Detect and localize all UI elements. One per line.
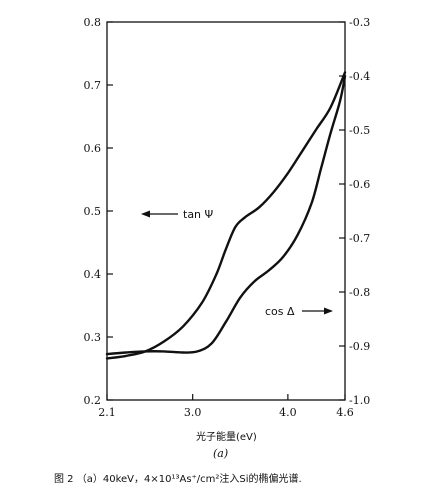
arrowhead-right-icon: [324, 307, 333, 315]
y-right-tick-label: -1.0: [349, 394, 370, 407]
x-axis-label: 光子能量(eV): [196, 430, 257, 443]
ellipsometry-chart: 0.8 0.7 0.6 0.5 0.4 0.3 0.2 -0.3 -0.4 -0.5 -0.6 -0.…: [84, 16, 371, 460]
y-right-tick-label: -0.4: [349, 70, 370, 83]
y-right-tick-label: -0.5: [349, 124, 370, 137]
annotation-cos-delta-label: cos Δ: [265, 305, 295, 318]
y-left-tick-label: 0.2: [84, 394, 102, 407]
panel-label: (a): [213, 447, 228, 460]
axis-ticks: 0.8 0.7 0.6 0.5 0.4 0.3 0.2 -0.3 -0.4 -0.5 -0.6 -0.…: [84, 16, 371, 419]
annotation-cos-delta: cos Δ: [265, 305, 333, 318]
series-cos-delta-line: [105, 74, 347, 356]
y-left-tick-label: 0.6: [84, 142, 102, 155]
arrowhead-left-icon: [141, 210, 150, 218]
x-tick-label: 4.6: [336, 406, 354, 419]
x-tick-label: 3.0: [184, 406, 202, 419]
y-right-tick-label: -0.7: [349, 232, 370, 245]
y-left-tick-label: 0.5: [84, 205, 102, 218]
y-left-tick-label: 0.8: [84, 16, 102, 29]
figure-caption: 图 2 （a）40keV，4×10¹³As⁺/cm²注入Si的椭偏光谱.: [54, 474, 302, 485]
x-tick-label: 4.0: [279, 406, 297, 419]
y-left-tick-label: 0.4: [84, 268, 102, 281]
series-layer: [105, 71, 347, 360]
x-tick-label: 2.1: [98, 406, 116, 419]
y-right-tick-label: -0.9: [349, 340, 370, 353]
y-right-tick-label: -0.6: [349, 178, 370, 191]
y-left-tick-label: 0.3: [84, 331, 102, 344]
y-left-tick-label: 0.7: [84, 79, 102, 92]
annotation-tan-psi-label: tan Ψ: [183, 208, 214, 221]
y-right-tick-label: -0.8: [349, 286, 370, 299]
annotation-tan-psi: tan Ψ: [141, 208, 214, 221]
y-right-tick-label: -0.3: [349, 16, 370, 29]
series-tan-psi-line: [105, 71, 347, 360]
